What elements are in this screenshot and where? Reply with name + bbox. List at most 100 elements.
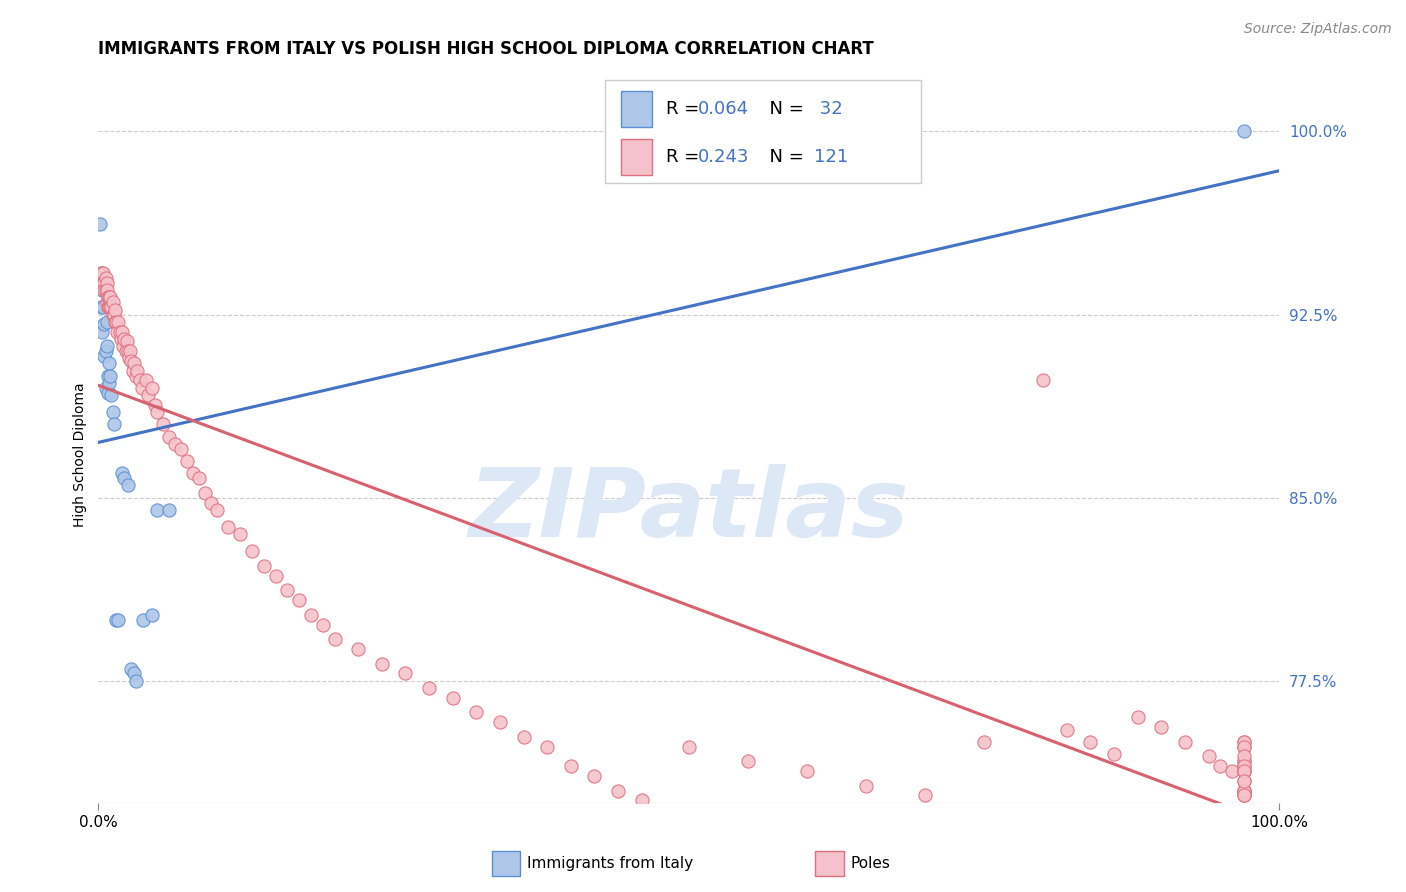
Point bbox=[165, 437, 187, 451]
Point bbox=[1233, 764, 1256, 778]
Point bbox=[1233, 783, 1256, 797]
Point bbox=[98, 290, 121, 304]
Point bbox=[97, 368, 120, 383]
Point bbox=[89, 271, 111, 285]
Point bbox=[1233, 759, 1256, 773]
Point bbox=[157, 503, 180, 517]
Point bbox=[131, 381, 153, 395]
Point bbox=[1233, 773, 1256, 788]
Point bbox=[1056, 723, 1078, 737]
Point bbox=[1233, 764, 1256, 778]
Point bbox=[141, 381, 163, 395]
Point bbox=[122, 356, 145, 370]
Point bbox=[796, 764, 818, 778]
Point bbox=[118, 351, 141, 366]
Point bbox=[110, 332, 132, 346]
Point bbox=[973, 735, 995, 749]
Point bbox=[98, 356, 121, 370]
Text: R =: R = bbox=[666, 100, 706, 118]
Point bbox=[1233, 754, 1256, 768]
Point bbox=[855, 779, 877, 793]
Point bbox=[1233, 754, 1256, 768]
Point bbox=[111, 467, 134, 481]
Point bbox=[253, 559, 276, 574]
Point bbox=[121, 661, 143, 675]
Point bbox=[288, 593, 311, 607]
Point bbox=[97, 385, 120, 400]
Point bbox=[101, 308, 124, 322]
Point bbox=[98, 290, 121, 304]
Point bbox=[97, 300, 120, 314]
Point bbox=[94, 283, 117, 297]
Point bbox=[103, 308, 125, 322]
Point bbox=[678, 739, 700, 754]
Point bbox=[91, 266, 114, 280]
Point bbox=[914, 789, 936, 803]
Point bbox=[132, 613, 155, 627]
Point bbox=[143, 398, 166, 412]
Text: Poles: Poles bbox=[851, 856, 890, 871]
Point bbox=[108, 325, 131, 339]
Point bbox=[103, 417, 125, 432]
Point bbox=[136, 388, 159, 402]
Point bbox=[122, 666, 145, 681]
Point bbox=[1198, 749, 1220, 764]
Point bbox=[323, 632, 346, 647]
Point bbox=[1233, 764, 1256, 778]
Point bbox=[128, 374, 150, 388]
Point bbox=[111, 325, 134, 339]
Text: 32: 32 bbox=[814, 100, 842, 118]
Point bbox=[112, 471, 135, 485]
Point bbox=[91, 266, 114, 280]
Point bbox=[96, 339, 118, 353]
Point bbox=[264, 568, 287, 582]
Point bbox=[583, 769, 606, 783]
Point bbox=[394, 666, 416, 681]
Text: 0.243: 0.243 bbox=[697, 148, 749, 166]
Point bbox=[96, 276, 118, 290]
Point bbox=[98, 376, 121, 390]
Point bbox=[1233, 773, 1256, 788]
Point bbox=[96, 315, 118, 329]
Text: R =: R = bbox=[666, 148, 706, 166]
Point bbox=[347, 642, 370, 657]
Text: N =: N = bbox=[758, 148, 810, 166]
Point bbox=[312, 617, 335, 632]
Point bbox=[91, 276, 114, 290]
Point bbox=[90, 300, 112, 314]
Y-axis label: High School Diploma: High School Diploma bbox=[73, 383, 87, 527]
Text: 121: 121 bbox=[814, 148, 848, 166]
Point bbox=[205, 503, 228, 517]
Point bbox=[94, 344, 117, 359]
Text: Source: ZipAtlas.com: Source: ZipAtlas.com bbox=[1244, 22, 1392, 37]
Point bbox=[125, 368, 148, 383]
Point bbox=[1233, 759, 1256, 773]
Point bbox=[101, 405, 124, 419]
Point bbox=[489, 715, 512, 730]
Point bbox=[1174, 735, 1197, 749]
Point bbox=[125, 673, 148, 688]
Point bbox=[107, 613, 129, 627]
Text: 0.064: 0.064 bbox=[697, 100, 748, 118]
Point bbox=[194, 485, 217, 500]
Point bbox=[418, 681, 440, 695]
Point bbox=[91, 283, 114, 297]
Point bbox=[1233, 783, 1256, 797]
Point bbox=[1233, 739, 1256, 754]
Point bbox=[104, 315, 127, 329]
Point bbox=[96, 283, 118, 297]
Point bbox=[97, 290, 120, 304]
Point bbox=[1233, 735, 1256, 749]
Text: Immigrants from Italy: Immigrants from Italy bbox=[527, 856, 693, 871]
Point bbox=[105, 613, 128, 627]
Point bbox=[152, 417, 174, 432]
Point bbox=[1209, 759, 1232, 773]
Point bbox=[607, 783, 630, 797]
Point bbox=[1233, 783, 1256, 797]
Point bbox=[117, 344, 139, 359]
Point bbox=[299, 607, 322, 622]
Point bbox=[181, 467, 204, 481]
Point bbox=[157, 429, 180, 443]
Text: N =: N = bbox=[758, 100, 810, 118]
Point bbox=[135, 374, 157, 388]
